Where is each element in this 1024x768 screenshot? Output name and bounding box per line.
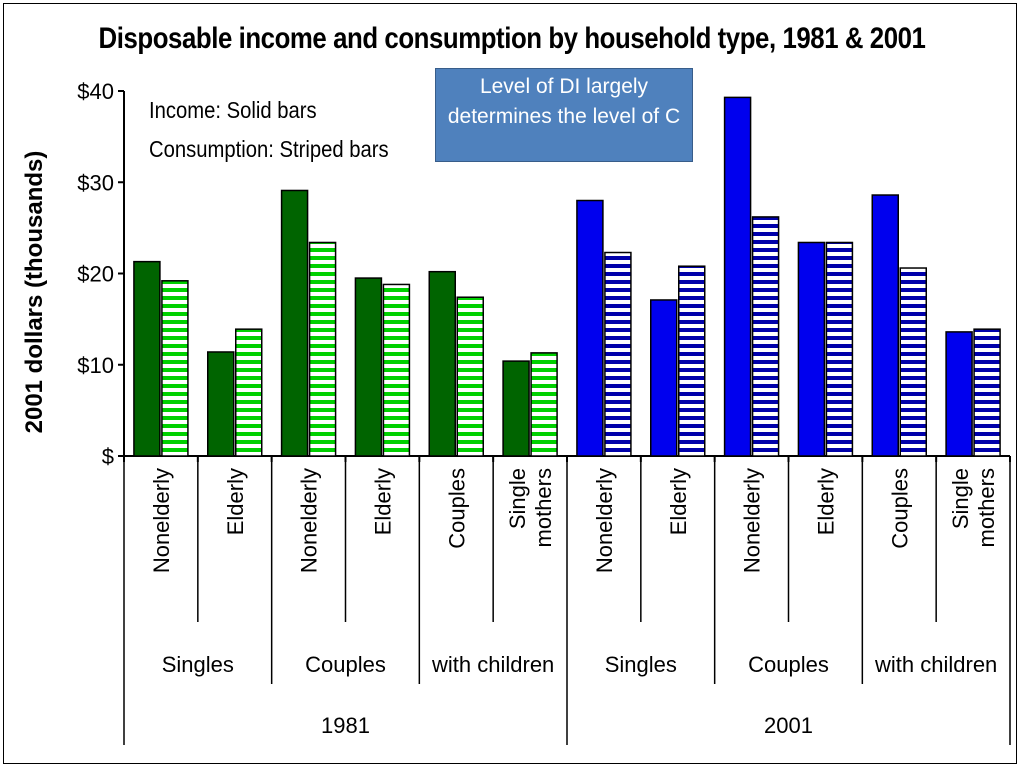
group-label: Couples (748, 652, 829, 677)
income-bar (133, 260, 161, 457)
year-label: 1981 (321, 713, 370, 738)
group-label: Singles (605, 652, 677, 677)
income-bar (871, 194, 899, 457)
category-label: Nonelderly (297, 468, 322, 573)
consumption-bar (678, 265, 706, 457)
income-bar (354, 277, 383, 457)
consumption-bar (161, 280, 189, 457)
legend-income: Income: Solid bars (149, 97, 317, 123)
group-label: with children (874, 652, 997, 677)
consumption-bar (973, 328, 1001, 457)
category-label: Couples (444, 468, 469, 549)
y-tick-label: $30 (77, 170, 114, 195)
consumption-bar (530, 352, 558, 457)
slide-frame (3, 3, 1017, 764)
year-label: 2001 (764, 713, 813, 738)
category-label: Nonelderly (740, 468, 765, 573)
consumption-bar (604, 251, 632, 457)
income-bar (797, 241, 826, 457)
consumption-bar (825, 241, 854, 457)
y-tick-label: $20 (77, 262, 114, 287)
group-label: Singles (162, 652, 234, 677)
category-label: mothers (974, 468, 999, 547)
y-tick-label: $40 (77, 79, 114, 104)
category-label: Elderly (813, 468, 838, 535)
consumption-bar (751, 216, 780, 457)
income-bar (207, 351, 235, 457)
y-tick-label: $ (102, 444, 114, 469)
income-bar (650, 299, 678, 457)
consumption-bar (235, 328, 263, 457)
consumption-bar (308, 241, 337, 457)
category-label: Nonelderly (149, 468, 174, 573)
group-label: with children (431, 652, 554, 677)
category-label: Single (505, 468, 530, 529)
category-label: Elderly (370, 468, 395, 535)
income-bar (723, 96, 752, 457)
income-bar (280, 189, 309, 457)
category-label: Single (948, 468, 973, 529)
category-label: mothers (531, 468, 556, 547)
category-label: Elderly (666, 468, 691, 535)
chart-title: Disposable income and consumption by hou… (98, 22, 926, 55)
category-label: Elderly (223, 468, 248, 535)
category-label: Nonelderly (592, 468, 617, 573)
annotation-callout: Level of DI largely determines the level… (435, 68, 693, 162)
group-label: Couples (305, 652, 386, 677)
consumption-bar (456, 296, 484, 457)
income-bar (502, 360, 530, 457)
income-bar (945, 331, 973, 457)
legend-consumption: Consumption: Striped bars (149, 136, 389, 162)
y-tick-label: $10 (77, 353, 114, 378)
consumption-bar (382, 283, 411, 457)
consumption-bar (899, 267, 927, 457)
category-label: Couples (887, 468, 912, 549)
income-bar (576, 199, 604, 457)
income-bar (428, 270, 456, 457)
